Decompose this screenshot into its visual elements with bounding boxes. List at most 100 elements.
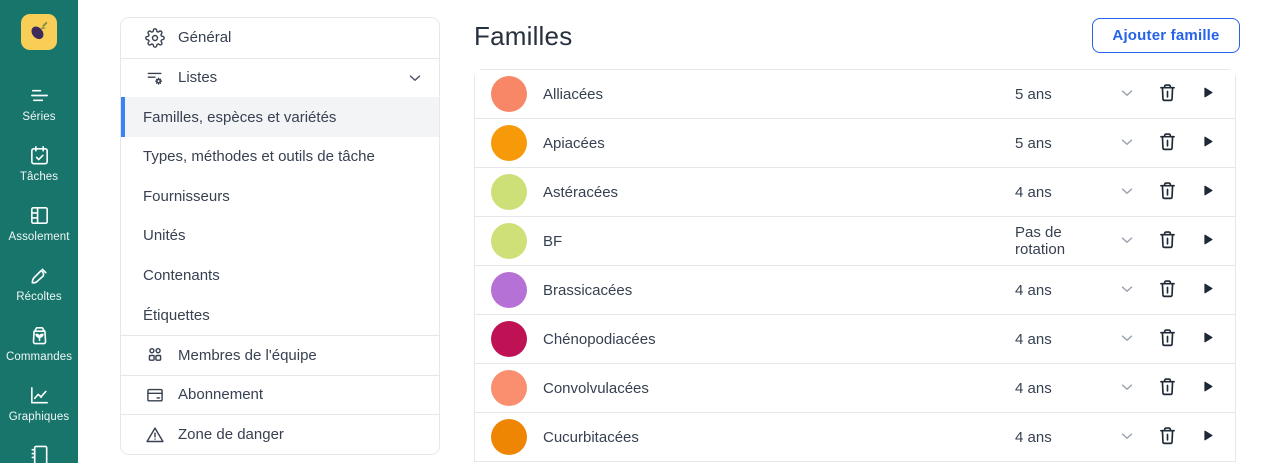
delete-family-button[interactable]: [1155, 131, 1179, 155]
delete-family-button[interactable]: [1155, 327, 1179, 351]
family-row[interactable]: Convolvulacées 4 ans: [475, 364, 1235, 413]
sidebar-item-commandes[interactable]: Commandes: [0, 324, 78, 384]
settings-nav-item-danger[interactable]: Zone de danger: [121, 414, 439, 454]
sidebar-item-label: Graphiques: [8, 411, 70, 423]
rotation-icon: [28, 204, 51, 227]
open-family-button[interactable]: [1195, 180, 1219, 204]
sidebar-item-notebook[interactable]: [0, 444, 78, 463]
trash-icon: [1157, 278, 1178, 302]
settings-nav-item-listes[interactable]: Listes: [121, 57, 439, 98]
open-family-button[interactable]: [1195, 229, 1219, 253]
nav-item-label: Unités: [143, 227, 186, 245]
open-family-button[interactable]: [1195, 425, 1219, 449]
family-name: Astéracées: [543, 183, 619, 201]
open-family-button[interactable]: [1195, 82, 1219, 106]
family-name: Cucurbitacées: [543, 428, 639, 446]
trash-icon: [1157, 131, 1178, 155]
sidebar-item-label: Tâches: [19, 171, 59, 183]
orders-icon: [28, 324, 51, 347]
trash-icon: [1157, 82, 1178, 106]
delete-family-button[interactable]: [1155, 82, 1179, 106]
open-family-button[interactable]: [1195, 131, 1219, 155]
family-row[interactable]: Astéracées 4 ans: [475, 168, 1235, 217]
family-name: BF: [543, 232, 563, 250]
nav-item-label: Contenants: [143, 267, 220, 285]
nav-item-label: Membres de l'équipe: [178, 346, 317, 364]
settings-nav-item-fournisseurs[interactable]: Fournisseurs: [121, 176, 439, 217]
family-row[interactable]: Chénopodiacées 4 ans: [475, 315, 1235, 364]
family-rotation-value: 4 ans: [1015, 379, 1052, 397]
settings-nav-item-contenants[interactable]: Contenants: [121, 255, 439, 296]
rotation-dropdown-button[interactable]: [1115, 131, 1139, 155]
nav-item-label: Abonnement: [178, 386, 264, 404]
trash-icon: [1157, 376, 1178, 400]
settings-nav-item-unites[interactable]: Unités: [121, 216, 439, 256]
play-icon: [1200, 330, 1215, 348]
warning-icon: [145, 425, 165, 445]
family-color-avatar: [491, 223, 527, 259]
rotation-dropdown-button[interactable]: [1115, 278, 1139, 302]
family-row[interactable]: Alliacées 5 ans: [475, 70, 1235, 119]
settings-nav-item-familles[interactable]: Familles, espèces et variétés: [121, 97, 439, 137]
sidebar-item-recoltes[interactable]: Récoltes: [0, 264, 78, 324]
chevron-down-icon: [1118, 427, 1136, 448]
card-icon: [145, 385, 165, 405]
family-rotation-value: 4 ans: [1015, 281, 1052, 299]
rotation-dropdown-button[interactable]: [1115, 229, 1139, 253]
rotation-dropdown-button[interactable]: [1115, 425, 1139, 449]
trash-icon: [1157, 327, 1178, 351]
rotation-dropdown-button[interactable]: [1115, 180, 1139, 204]
settings-nav-item-types[interactable]: Types, méthodes et outils de tâche: [121, 136, 439, 177]
trash-icon: [1157, 229, 1178, 253]
chevron-down-icon: [1118, 133, 1136, 154]
settings-nav-item-abonnement[interactable]: Abonnement: [121, 374, 439, 415]
chevron-down-icon: [1118, 329, 1136, 350]
sidebar-nav: Séries Tâches Assolement Récoltes Comman…: [0, 84, 78, 463]
nav-item-label: Zone de danger: [178, 426, 284, 444]
nav-item-label: Listes: [178, 69, 218, 87]
family-name: Alliacées: [543, 85, 604, 103]
family-rotation-value: 4 ans: [1015, 428, 1052, 446]
settings-nav-item-etiquettes[interactable]: Étiquettes: [121, 295, 439, 335]
delete-family-button[interactable]: [1155, 180, 1179, 204]
app-logo[interactable]: [21, 14, 57, 50]
sidebar-item-graphiques[interactable]: Graphiques: [0, 384, 78, 444]
play-icon: [1200, 232, 1215, 250]
open-family-button[interactable]: [1195, 327, 1219, 351]
delete-family-button[interactable]: [1155, 229, 1179, 253]
chevron-down-icon: [1118, 378, 1136, 399]
family-row[interactable]: Apiacées 5 ans: [475, 119, 1235, 168]
family-rotation-value: 5 ans: [1015, 85, 1052, 103]
nav-item-label: Général: [178, 29, 232, 47]
play-icon: [1200, 183, 1215, 201]
sidebar-item-series[interactable]: Séries: [0, 84, 78, 144]
settings-nav-panel: Général Listes Familles, espèces et vari…: [120, 17, 440, 455]
family-color-avatar: [491, 321, 527, 357]
family-name: Brassicacées: [543, 281, 633, 299]
delete-family-button[interactable]: [1155, 425, 1179, 449]
family-row[interactable]: BF Pas de rotation: [475, 217, 1235, 266]
open-family-button[interactable]: [1195, 376, 1219, 400]
rotation-dropdown-button[interactable]: [1115, 376, 1139, 400]
nav-item-label: Familles, espèces et variétés: [143, 108, 337, 126]
family-row[interactable]: Brassicacées 4 ans: [475, 266, 1235, 315]
family-color-avatar: [491, 419, 527, 455]
family-name: Chénopodiacées: [543, 330, 656, 348]
open-family-button[interactable]: [1195, 278, 1219, 302]
settings-nav-item-general[interactable]: Général: [121, 18, 439, 58]
families-list: Alliacées 5 ans Apiacées 5 ans Astéracée…: [474, 69, 1236, 462]
rotation-dropdown-button[interactable]: [1115, 327, 1139, 351]
rotation-dropdown-button[interactable]: [1115, 82, 1139, 106]
sidebar-item-taches[interactable]: Tâches: [0, 144, 78, 204]
add-family-button[interactable]: Ajouter famille: [1092, 18, 1240, 53]
settings-nav-item-membres[interactable]: Membres de l'équipe: [121, 335, 439, 375]
sidebar-item-assolement[interactable]: Assolement: [0, 204, 78, 264]
family-row[interactable]: Cucurbitacées 4 ans: [475, 413, 1235, 462]
delete-family-button[interactable]: [1155, 376, 1179, 400]
family-rotation-value: 5 ans: [1015, 134, 1052, 152]
family-rotation-value: 4 ans: [1015, 330, 1052, 348]
series-icon: [28, 84, 51, 107]
chevron-down-icon: [1118, 280, 1136, 301]
delete-family-button[interactable]: [1155, 278, 1179, 302]
